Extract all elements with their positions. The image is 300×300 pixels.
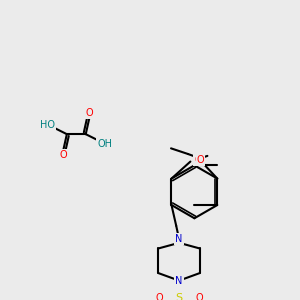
Text: N: N (176, 276, 183, 286)
Text: O: O (195, 292, 203, 300)
Text: O: O (59, 150, 67, 160)
Text: S: S (176, 292, 183, 300)
Text: HO: HO (40, 120, 56, 130)
Text: O: O (194, 155, 202, 165)
Text: OH: OH (97, 139, 112, 148)
Text: O: O (196, 155, 204, 165)
Text: O: O (86, 108, 93, 118)
Text: O: O (155, 292, 163, 300)
Text: N: N (176, 234, 183, 244)
